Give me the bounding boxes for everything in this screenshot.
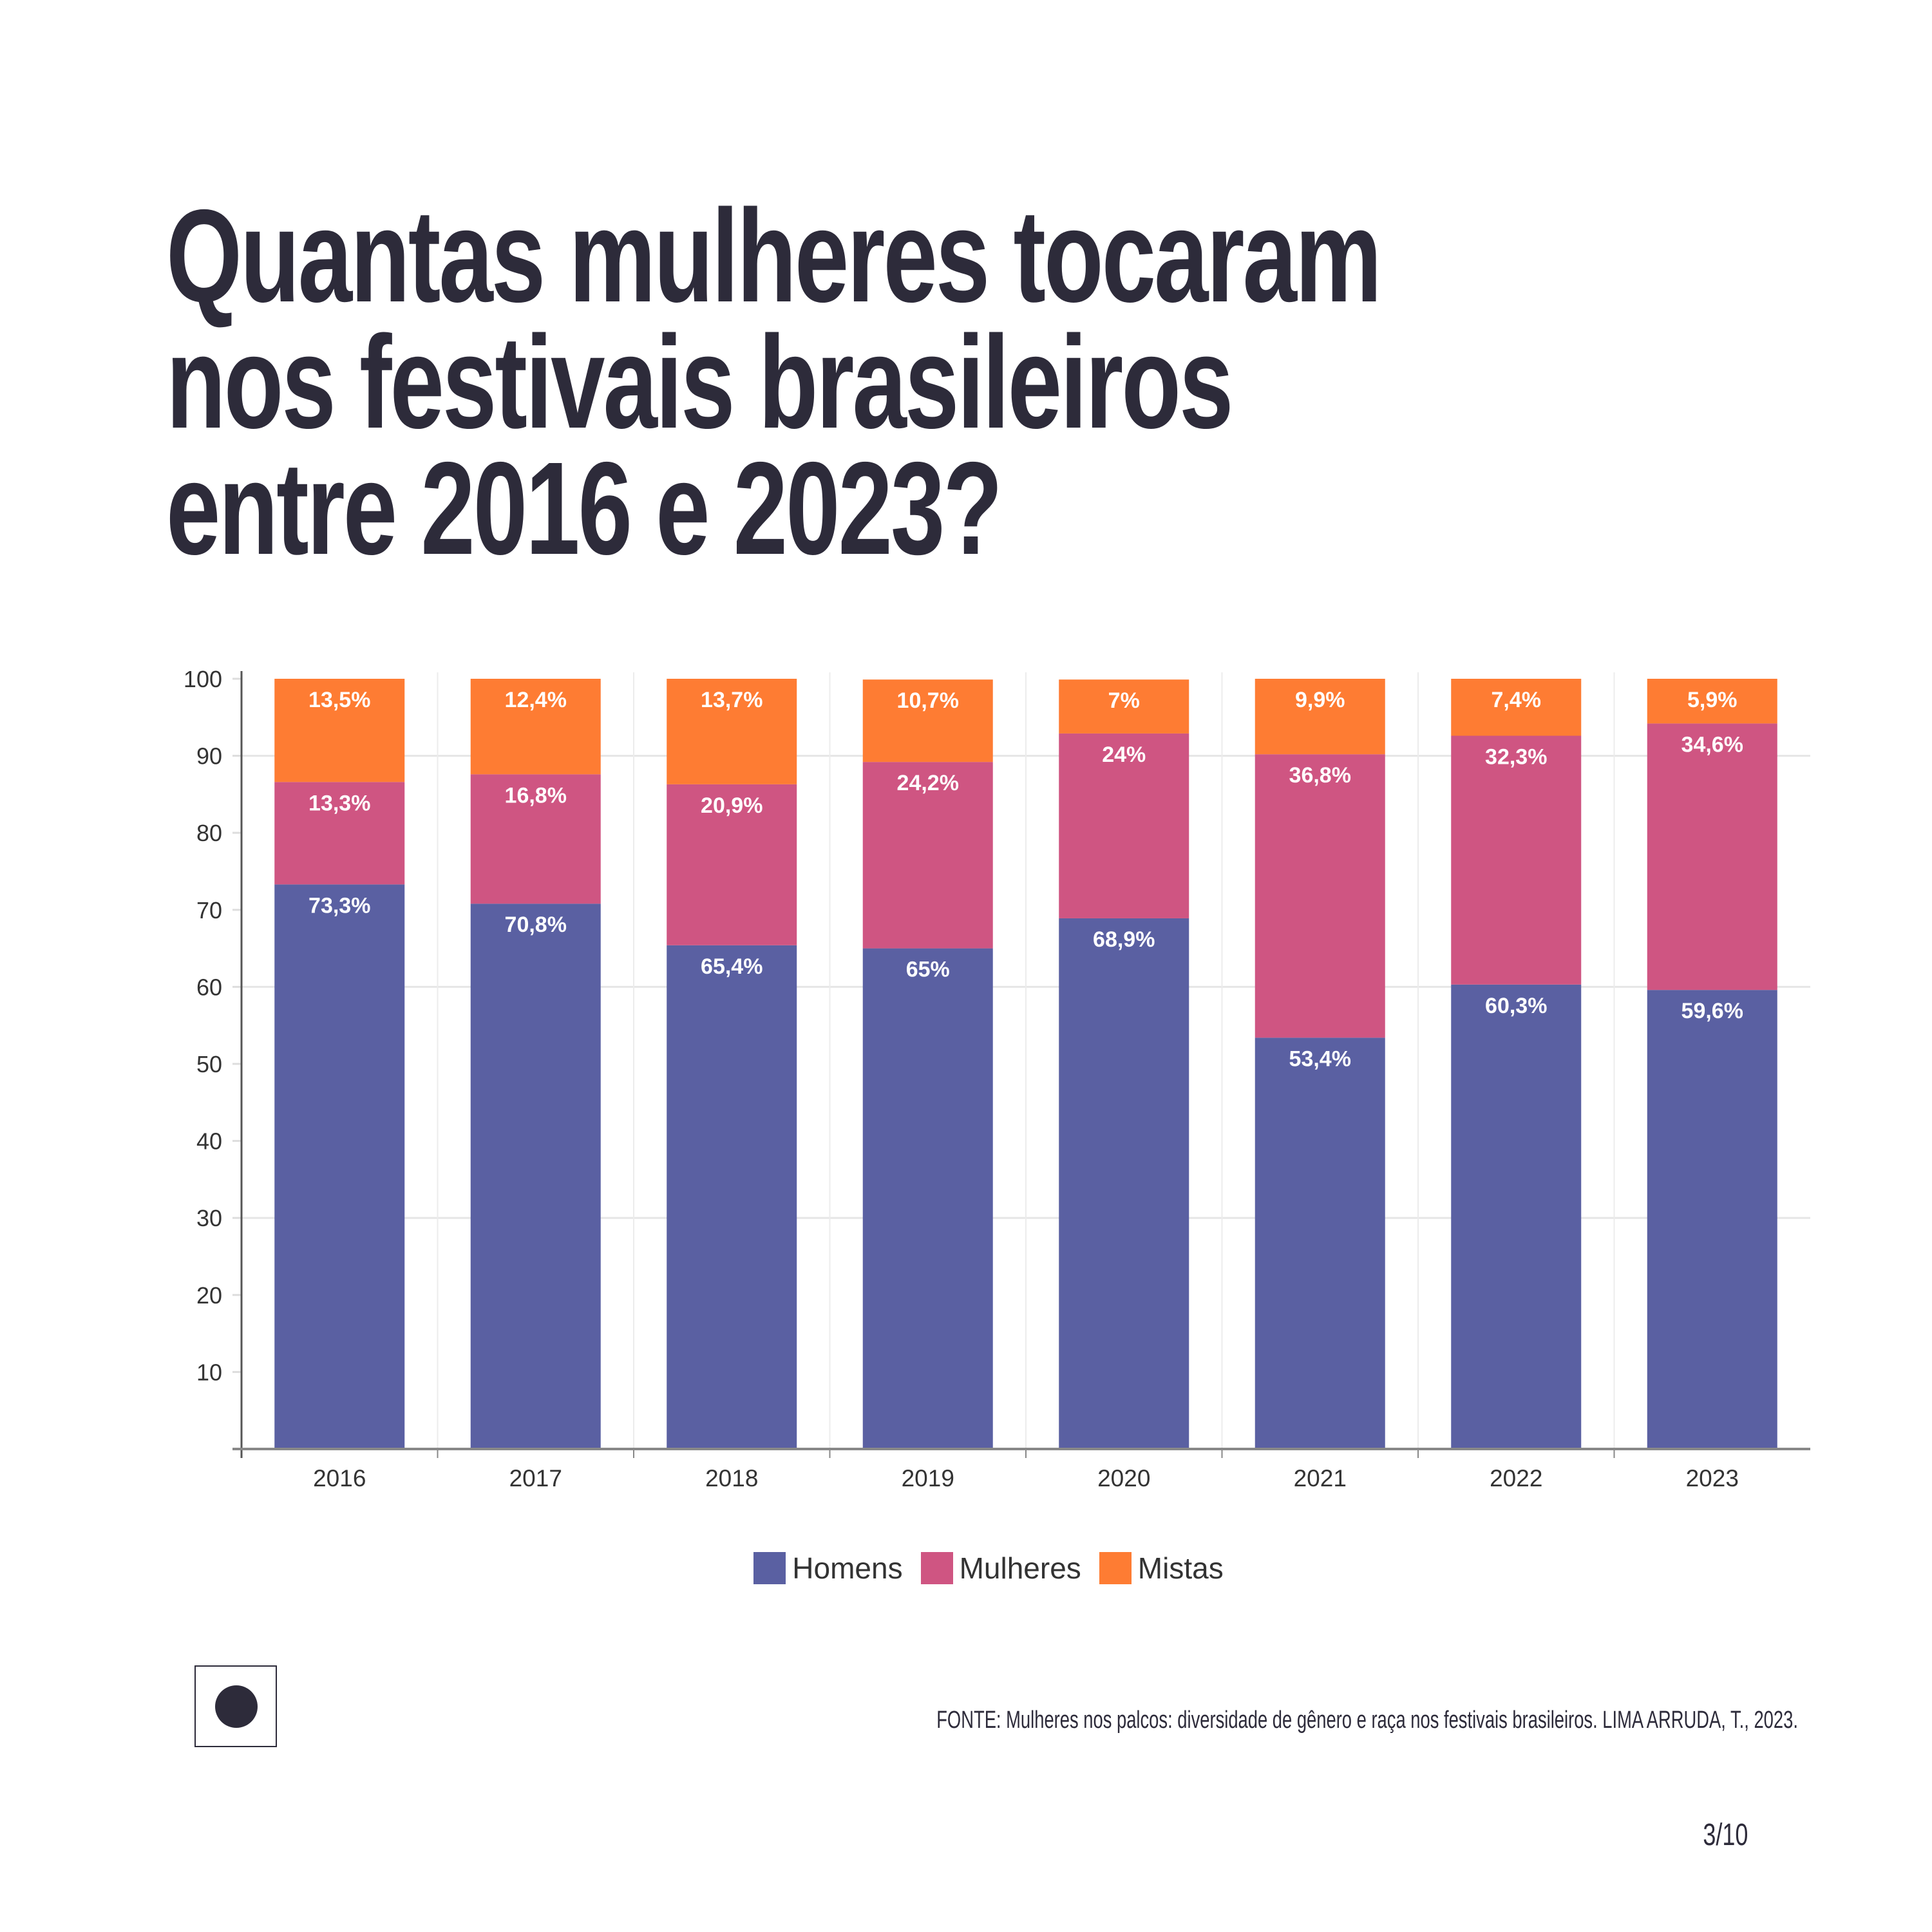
data-label: 65,4% [701,954,762,979]
data-label: 13,5% [308,688,370,712]
title-line-2: nos festivais brasileiros [166,308,1233,456]
bar-homens-2023 [1647,990,1777,1449]
bar-mulheres-2022 [1451,735,1582,985]
x-tick-label: 2018 [705,1465,758,1492]
data-label: 53,4% [1289,1046,1351,1071]
bar-homens-2016 [274,884,405,1449]
data-label: 73,3% [308,893,370,918]
data-label: 9,9% [1295,688,1345,712]
bar-mistas-2023 [1647,679,1777,724]
data-label: 16,8% [505,783,567,808]
data-label: 36,8% [1289,763,1351,788]
bar-mulheres-2018 [667,784,797,945]
bar-homens-2017 [470,904,601,1449]
data-label: 59,6% [1681,999,1743,1023]
legend-label-mistas: Mistas [1137,1551,1224,1585]
data-label: 68,9% [1093,927,1155,952]
y-tick-label: 100 [184,666,222,692]
bar-homens-2019 [862,948,993,1449]
circle-icon [215,1685,258,1728]
data-label: 13,7% [701,688,762,712]
legend-swatch-mulheres [920,1552,953,1584]
bar-mistas-2019 [862,679,993,762]
data-label: 5,9% [1687,688,1738,712]
legend-item-mulheres: Mulheres [920,1551,1081,1586]
legend-label-homens: Homens [792,1551,903,1585]
y-tick-label: 30 [196,1205,222,1231]
y-tick-label: 90 [196,743,222,770]
logo-box [194,1665,277,1747]
y-tick-label: 50 [196,1051,222,1077]
bar-mistas-2017 [470,679,601,775]
title-line-3: entre 2016 e 2023? [166,435,1003,582]
data-label: 65% [906,958,950,982]
bar-mulheres-2020 [1059,733,1189,918]
data-label: 60,3% [1485,994,1547,1018]
bar-mulheres-2021 [1255,754,1385,1038]
data-label: 24% [1102,743,1146,767]
page-number: 3/10 [1702,1818,1748,1852]
x-tick-label: 2021 [1294,1465,1347,1492]
data-label: 7% [1108,688,1140,713]
data-label: 7,4% [1492,688,1542,712]
y-tick-label: 40 [196,1128,222,1155]
x-tick-label: 2020 [1097,1465,1150,1492]
legend-item-homens: Homens [753,1551,903,1586]
bar-homens-2020 [1059,918,1189,1449]
stacked-bar-chart: 10 20 30 40 50 60 70 80 90 100 73,3% 13,3% 13,5% 2016… [184,666,1810,1492]
data-label: 13,3% [308,791,370,815]
bar-homens-2022 [1451,984,1582,1449]
y-tick-label: 10 [196,1359,222,1385]
bar-mistas-2016 [274,679,405,782]
data-label: 70,8% [505,913,567,937]
legend-label-mulheres: Mulheres [959,1551,1081,1585]
x-tick-label: 2016 [313,1465,366,1492]
data-label: 34,6% [1681,732,1743,757]
data-label: 20,9% [701,793,762,818]
title-line-1: Quantas mulheres tocaram [166,182,1382,330]
y-tick-label: 20 [196,1282,222,1309]
y-tick-label: 70 [196,897,222,923]
data-label: 32,3% [1485,745,1547,770]
data-label: 24,2% [897,771,959,795]
bar-mulheres-2019 [862,762,993,949]
x-tick-label: 2017 [509,1465,562,1492]
x-tick-label: 2023 [1686,1465,1739,1492]
x-tick-label: 2022 [1490,1465,1542,1492]
bar-mistas-2018 [667,679,797,784]
bar-homens-2021 [1255,1037,1385,1449]
bar-mistas-2021 [1255,679,1385,755]
bar-mistas-2022 [1451,679,1582,736]
page-title: Quantas mulheres tocaram nos festivais b… [166,182,1712,582]
y-tick-label: 60 [196,974,222,1000]
bar-mistas-2020 [1059,679,1189,734]
data-label: 10,7% [897,688,959,713]
y-tick-label: 80 [196,820,222,846]
bar-mulheres-2017 [470,774,601,904]
x-tick-label: 2019 [902,1465,954,1492]
source-note: FONTE: Mulheres nos palcos: diversidade … [936,1707,1798,1734]
chart-legend: Homens Mulheres Mistas [0,1551,1932,1586]
legend-swatch-homens [753,1552,786,1584]
legend-item-mistas: Mistas [1099,1551,1224,1586]
bar-mulheres-2023 [1647,723,1777,990]
bar-mulheres-2016 [274,782,405,885]
legend-swatch-mistas [1099,1552,1132,1584]
bar-homens-2018 [667,945,797,1449]
data-label: 12,4% [505,688,567,712]
